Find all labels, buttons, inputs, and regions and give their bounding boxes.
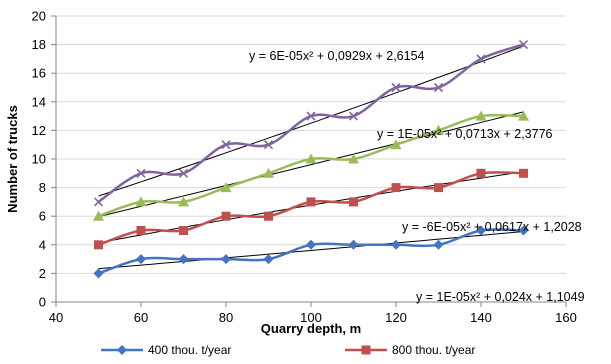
series-line-0 — [98, 228, 524, 275]
trendline-3 — [98, 45, 524, 197]
data-point-3-0 — [93, 197, 104, 207]
data-point-0-8 — [433, 239, 444, 250]
data-point-2-1 — [135, 196, 147, 207]
data-point-0-4 — [263, 254, 274, 265]
y-tick-label-2: 2 — [39, 266, 46, 281]
data-point-2-4 — [263, 167, 274, 178]
legend-marker-0 — [117, 345, 127, 355]
data-point-1-4 — [264, 211, 273, 221]
x-tick-label-160: 160 — [555, 310, 577, 325]
data-point-1-3 — [221, 211, 231, 221]
series-group — [93, 40, 529, 279]
trendline-equation-1200: y = 1E-05x² + 0,0713x + 2,3776 — [377, 127, 553, 141]
y-tick-label-6: 6 — [39, 209, 46, 224]
data-point-1-7 — [391, 183, 401, 193]
y-tick-label-8: 8 — [39, 180, 46, 195]
y-tick-label-0: 0 — [39, 295, 46, 310]
trendline-equation-1600: y = 6E-05x² + 0,0929x + 2,6154 — [249, 49, 425, 63]
y-tick-label-18: 18 — [32, 37, 46, 52]
data-point-0-7 — [391, 239, 401, 250]
x-axis-title: Quarry depth, m — [261, 321, 361, 336]
data-point-2-10 — [518, 110, 529, 121]
x-tick-label-140: 140 — [470, 310, 492, 325]
y-tick-label-10: 10 — [32, 152, 46, 167]
y-tick-label-16: 16 — [32, 66, 46, 81]
data-point-2-2 — [178, 196, 189, 207]
trendline-equation-800: y = -6E-05x² + 0,0617x + 1,2028 — [402, 220, 582, 234]
data-point-3-4 — [263, 140, 274, 150]
data-point-2-9 — [475, 110, 487, 121]
data-point-2-3 — [220, 182, 232, 193]
trendline-2 — [98, 111, 524, 218]
data-point-1-9 — [476, 168, 486, 178]
series-3 — [93, 40, 529, 207]
y-tick-label-20: 20 — [32, 9, 46, 24]
data-point-0-3 — [221, 254, 231, 265]
x-tick-label-60: 60 — [134, 310, 148, 325]
data-point-0-0 — [93, 268, 104, 279]
data-point-3-1 — [136, 168, 146, 178]
data-point-2-6 — [348, 153, 359, 164]
x-tick-label-40: 40 — [49, 310, 63, 325]
legend-label-1: 800 thou. t/year — [392, 343, 475, 357]
legend-item-1: 800 thou. t/year — [345, 343, 475, 357]
data-point-2-0 — [93, 210, 104, 221]
data-point-3-3 — [221, 140, 231, 150]
data-point-3-2 — [178, 168, 189, 178]
data-point-2-7 — [390, 139, 402, 150]
y-tick-label-14: 14 — [32, 94, 46, 109]
x-tick-label-120: 120 — [385, 310, 407, 325]
x-tick-label-80: 80 — [219, 310, 233, 325]
y-tick-label-4: 4 — [39, 237, 46, 252]
data-point-2-5 — [305, 153, 317, 164]
data-point-1-8 — [434, 183, 443, 193]
series-0 — [93, 225, 529, 279]
data-point-0-2 — [178, 254, 189, 265]
series-2 — [93, 110, 529, 221]
data-point-1-5 — [306, 197, 316, 207]
trendline-equation-400: y = 1E-05x² + 0,024x + 1,1049 — [416, 290, 585, 304]
data-point-1-6 — [349, 197, 358, 207]
trendline-0 — [98, 231, 524, 270]
y-axis-title: Number of trucks — [5, 105, 20, 213]
data-point-3-9 — [476, 54, 486, 64]
data-point-3-5 — [306, 111, 316, 121]
legend-item-0: 400 thou. t/year — [101, 343, 231, 357]
data-point-1-2 — [179, 226, 188, 235]
series-1 — [94, 168, 528, 250]
data-point-2-8 — [433, 124, 444, 135]
trendline-equations: y = 1E-05x² + 0,024x + 1,1049 y = -6E-05… — [249, 49, 585, 304]
data-point-3-7 — [391, 82, 401, 93]
y-tick-label-12: 12 — [32, 123, 46, 138]
data-point-1-10 — [519, 168, 528, 178]
data-point-0-9 — [476, 225, 486, 236]
data-point-0-10 — [518, 225, 529, 236]
y-tick-labels: 0 2 4 6 8 10 12 14 16 18 20 — [32, 9, 56, 310]
data-point-0-6 — [348, 239, 359, 250]
data-point-0-1 — [136, 254, 146, 265]
data-point-1-1 — [136, 226, 146, 235]
data-point-3-8 — [433, 82, 444, 93]
x-tick-labels: 40 60 80 100 120 140 160 — [49, 302, 577, 325]
legend-marker-1 — [361, 345, 371, 355]
data-point-1-0 — [94, 240, 103, 250]
x-tick-label-100: 100 — [300, 310, 322, 325]
legend-label-0: 400 thou. t/year — [148, 343, 231, 357]
data-point-0-5 — [306, 239, 316, 250]
data-point-3-10 — [518, 40, 529, 50]
data-point-3-6 — [348, 111, 359, 121]
